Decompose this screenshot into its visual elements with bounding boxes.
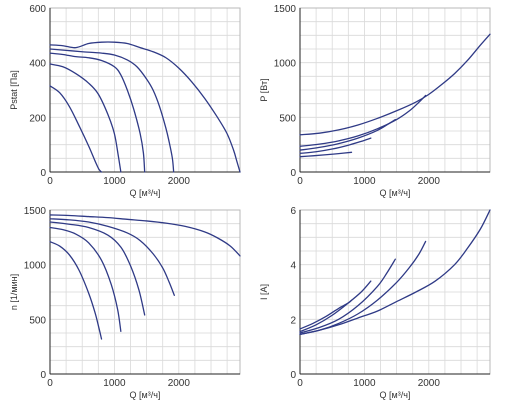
y-tick-label: 200	[29, 113, 46, 124]
series-line-4	[49, 218, 175, 296]
power-chart: 0 1000 2000 0 500 1000 1500 Q [м³/ч] P [Вт]	[259, 4, 491, 198]
y-axis-label: n [1/мин]	[9, 274, 19, 310]
series-line-2	[49, 226, 122, 333]
y-tick-label: 0	[290, 370, 296, 381]
x-axis-label: Q [м³/ч]	[130, 390, 161, 400]
x-axis-label: Q [м³/ч]	[130, 188, 161, 198]
x-tick-label: 1000	[103, 176, 126, 187]
current-chart: 0 1000 2000 0 2 4 6 Q [м³/ч] I [A]	[259, 206, 491, 400]
y-tick-label: 1500	[274, 4, 297, 15]
x-tick-label: 0	[297, 378, 303, 389]
x-tick-label: 2000	[168, 378, 191, 389]
y-axis-label: P [Вт]	[259, 78, 269, 101]
y-axis-label: Pstat [Па]	[9, 70, 19, 110]
y-tick-label: 0	[40, 168, 46, 179]
x-tick-label: 1000	[353, 378, 376, 389]
series-line-1	[299, 151, 353, 158]
series-line-2	[299, 137, 372, 155]
speed-chart: 0 1000 2000 0 500 1000 1500 Q [м³/ч] n [1/мин]	[9, 206, 241, 400]
series-line-1	[49, 241, 103, 340]
series-line-3	[299, 258, 396, 334]
y-tick-label: 600	[29, 4, 46, 15]
y-tick-label: 1500	[24, 206, 47, 217]
x-tick-label: 1000	[353, 176, 376, 187]
x-tick-label: 2000	[418, 176, 441, 187]
y-tick-label: 2	[290, 315, 296, 326]
series-line-2	[299, 280, 372, 333]
y-tick-label: 1000	[24, 261, 47, 272]
series-line-5	[299, 209, 491, 336]
x-tick-label: 0	[297, 176, 303, 187]
y-tick-label: 1000	[274, 59, 297, 70]
y-axis-label: I [A]	[259, 284, 269, 300]
series-line-5	[49, 41, 241, 173]
x-tick-label: 1000	[103, 378, 126, 389]
y-tick-label: 0	[290, 168, 296, 179]
series-line-2	[49, 63, 122, 173]
x-tick-label: 2000	[168, 176, 191, 187]
pressure-chart: 0 1000 2000 0 200 400 600 Q [м³/ч] Pstat [Па]	[9, 4, 241, 198]
series-line-4	[299, 94, 427, 147]
y-tick-label: 400	[29, 59, 46, 70]
x-tick-label: 2000	[418, 378, 441, 389]
series-line-4	[49, 48, 175, 173]
x-tick-label: 0	[47, 176, 53, 187]
y-tick-label: 4	[290, 261, 296, 272]
x-axis-label: Q [м³/ч]	[380, 188, 411, 198]
series-line-3	[49, 52, 146, 173]
x-tick-label: 0	[47, 378, 53, 389]
y-tick-label: 0	[40, 370, 46, 381]
series-line-5	[299, 33, 491, 136]
y-tick-label: 500	[279, 113, 296, 124]
series-line-3	[49, 221, 146, 316]
series-line-5	[49, 214, 241, 257]
series-line-1	[49, 85, 103, 173]
x-axis-label: Q [м³/ч]	[380, 390, 411, 400]
y-tick-label: 6	[290, 206, 296, 217]
y-tick-label: 500	[29, 315, 46, 326]
